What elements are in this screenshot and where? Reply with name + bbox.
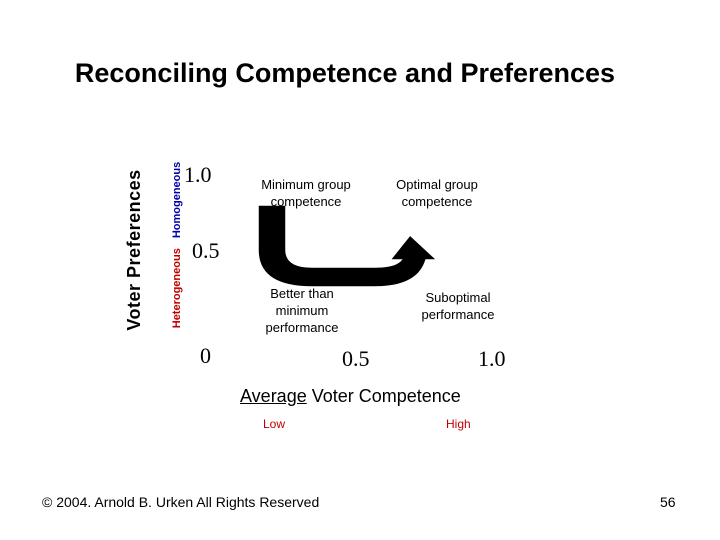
page-number: 56 [660,494,676,510]
arrow-path [257,205,439,288]
x-tick-0-5: 0.5 [342,346,370,371]
y-axis-title: Voter Preferences [124,169,144,331]
x-tick-1: 1.0 [478,346,506,371]
y-tick-1: 1.0 [184,162,212,187]
curved-arrow [257,205,439,288]
quadrant-top-right: Optimal group competence [396,177,478,209]
x-axis-title: Average Voter Competence [240,386,461,407]
quadrant-top-left: Minimum group competence [261,177,351,209]
x-low-label: Low [263,417,286,431]
y-tick-0: 0 [200,343,211,368]
y-axis-scale-labels: Heterogeneous Homogeneous [171,155,185,335]
x-high-label: High [446,417,471,431]
quadrant-bottom-right: Suboptimal performance [421,290,495,322]
x-axis-title-underlined: Average [240,386,307,406]
quadrant-bottom-left: Better than minimum performance [265,286,339,335]
copyright-footer: © 2004. Arnold B. Urken All Rights Reser… [42,494,320,510]
y-tick-0-5: 0.5 [192,238,220,263]
x-axis-title-rest: Voter Competence [306,386,461,406]
slide-title: Reconciling Competence and Preferences [74,58,616,88]
y-low-label: Heterogeneous [171,248,183,329]
y-high-label: Homogeneous [171,161,183,239]
